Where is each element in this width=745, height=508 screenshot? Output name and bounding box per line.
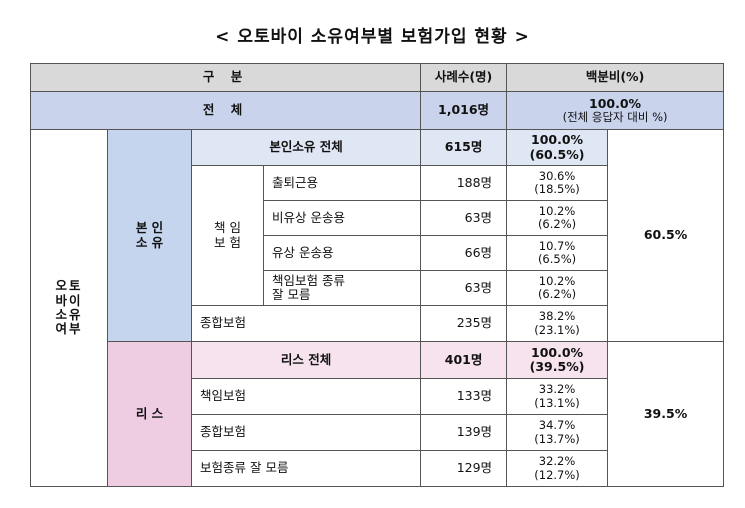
row-pct-cell: 10.2% (6.2%) [506,200,609,236]
header-row: 구 분 사례수(명) 백분비(%) [29,63,725,92]
liability-label: 책 임 보 험 [191,165,264,306]
owner-subtotal-pct-cell: 100.0% (60.5%) [506,129,609,166]
row-pct: 32.2% [538,454,576,469]
owner-subtotal-pct-total: (60.5%) [529,146,585,162]
owner-group-line: 본 인 [135,220,164,236]
row-pct: 10.2% [538,273,576,288]
owner-subtotal-label: 본인소유 전체 [190,129,422,166]
side-label-line: 오토 [55,278,83,294]
row-label: 보험종류 잘 모름 [190,450,422,487]
lease-share: 39.5% [607,341,725,487]
table-row: 책임보험 133명 33.2% (13.1%) [31,378,724,415]
row-label-line: 책임보험 종류 [272,272,345,288]
row-pct-total: (6.2%) [537,217,577,231]
row-pct-cell: 10.7% (6.5%) [506,235,609,271]
row-pct: 38.2% [538,309,576,324]
row-cases: 66명 [420,235,508,271]
row-pct-cell: 32.2% (12.7%) [506,450,609,487]
table-row: 유상 운송용 66명 10.7% (6.5%) [31,235,724,271]
total-percent: 100.0% [589,95,642,111]
total-percent-note: (전체 응답자 대비 %) [562,110,668,125]
insurance-table: 구 분 사례수(명) 백분비(%) 전 체 1,016명 100.0% (전체 … [29,63,725,487]
table-row: 비유상 운송용 63명 10.2% (6.2%) [31,200,724,236]
total-cases: 1,016명 [420,91,508,130]
row-pct: 30.6% [538,168,576,183]
row-pct-total: (13.7%) [534,431,580,446]
row-pct-cell: 33.2% (13.1%) [506,378,609,415]
row-pct-total: (6.5%) [537,252,577,266]
side-label-line: 소유 [55,307,83,322]
table-row: 보험종류 잘 모름 129명 32.2% (12.7%) [31,450,724,487]
side-label-line: 바이 [55,292,83,308]
row-pct: 34.7% [538,418,576,433]
side-label: 오토 바이 소유 여부 [30,129,108,487]
row-label: 종합보험 [190,305,422,342]
lease-subtotal-pct-total: (39.5%) [529,359,585,374]
row-label: 책임보험 [190,378,422,415]
total-label: 전 체 [29,91,422,130]
owner-subtotal-cases: 615명 [420,129,508,166]
row-pct-total: (13.1%) [534,395,580,410]
lease-subtotal-label: 리스 전체 [190,341,422,379]
total-row: 전 체 1,016명 100.0% (전체 응답자 대비 %) [29,91,725,130]
owner-subtotal-pct: 100.0% [531,132,584,148]
table-row: 책임보험 종류 잘 모름 63명 10.2% (6.2%) [31,270,724,306]
row-cases: 63명 [420,270,508,306]
row-pct-total: (18.5%) [534,182,580,196]
side-label-line: 여부 [55,321,83,337]
lease-subtotal-pct-cell: 100.0% (39.5%) [506,341,609,379]
row-pct-cell: 34.7% (13.7%) [506,414,609,451]
row-label-line: 잘 모름 [272,287,311,302]
row-cases: 235명 [420,305,508,342]
row-pct-cell: 30.6% (18.5%) [506,165,609,201]
lease-subtotal-cases: 401명 [420,341,508,379]
liability-label-line: 보 험 [214,234,241,250]
row-pct-cell: 38.2% (23.1%) [506,305,609,342]
row-pct-total: (6.2%) [537,287,577,301]
row-cases: 133명 [420,378,508,415]
row-label: 종합보험 [190,414,422,451]
row-cases: 129명 [420,450,508,487]
owner-group-label: 본 인 소 유 [107,129,192,342]
row-cases: 188명 [420,165,508,201]
table-row: 책 임 보 험 출퇴근용 188명 30.6% (18.5%) [31,165,724,306]
owner-share: 60.5% [607,129,725,342]
owner-subtotal-row: 오토 바이 소유 여부 본 인 소 유 본인소유 전체 615명 100.0% … [30,129,725,487]
table-row: 종합보험 139명 34.7% (13.7%) [31,414,724,451]
row-cases: 139명 [420,414,508,451]
row-pct-total: (12.7%) [534,467,580,482]
row-label: 유상 운송용 [262,235,422,271]
row-label: 비유상 운송용 [262,200,422,236]
row-pct-total: (23.1%) [534,322,580,337]
row-pct: 33.2% [538,382,576,397]
liability-label-line: 책 임 [214,220,241,236]
header-cases: 사례수(명) [420,63,508,92]
row-label: 출퇴근용 [262,165,422,201]
header-percent: 백분비(%) [506,63,725,92]
row-label: 책임보험 종류 잘 모름 [262,270,422,306]
row-pct-cell: 10.2% (6.2%) [506,270,609,306]
total-percent-cell: 100.0% (전체 응답자 대비 %) [506,91,725,130]
lease-subtotal-pct: 100.0% [531,344,584,360]
row-pct: 10.2% [538,203,576,218]
row-pct: 10.7% [538,238,576,253]
lease-subtotal-row: 리 스 리스 전체 401명 100.0% (39.5%) 39.5% [31,341,725,487]
page-title: < 오토바이 소유여부별 보험가입 현황 > [215,27,530,47]
owner-group-line: 소 유 [135,234,164,250]
header-category: 구 분 [29,63,422,92]
row-cases: 63명 [420,200,508,236]
lease-group-label: 리 스 [107,341,192,487]
